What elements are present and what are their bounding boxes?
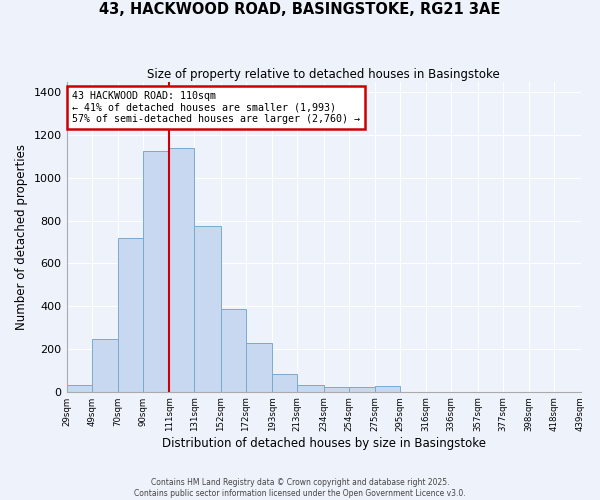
Bar: [118, 238, 143, 392]
Text: 43, HACKWOOD ROAD, BASINGSTOKE, RG21 3AE: 43, HACKWOOD ROAD, BASINGSTOKE, RG21 3AE: [100, 2, 500, 18]
Bar: [194, 226, 221, 392]
Bar: [323, 388, 349, 392]
X-axis label: Distribution of detached houses by size in Basingstoke: Distribution of detached houses by size …: [161, 437, 485, 450]
Bar: [143, 151, 169, 392]
Title: Size of property relative to detached houses in Basingstoke: Size of property relative to detached ho…: [147, 68, 500, 80]
Text: Contains HM Land Registry data © Crown copyright and database right 2025.
Contai: Contains HM Land Registry data © Crown c…: [134, 478, 466, 498]
Bar: [169, 148, 194, 392]
Text: 43 HACKWOOD ROAD: 110sqm
← 41% of detached houses are smaller (1,993)
57% of sem: 43 HACKWOOD ROAD: 110sqm ← 41% of detach…: [71, 91, 359, 124]
Bar: [221, 310, 246, 392]
Bar: [375, 386, 400, 392]
Bar: [349, 388, 375, 392]
Bar: [67, 386, 92, 392]
Y-axis label: Number of detached properties: Number of detached properties: [15, 144, 28, 330]
Bar: [297, 386, 323, 392]
Bar: [92, 340, 118, 392]
Bar: [272, 374, 297, 392]
Bar: [246, 342, 272, 392]
